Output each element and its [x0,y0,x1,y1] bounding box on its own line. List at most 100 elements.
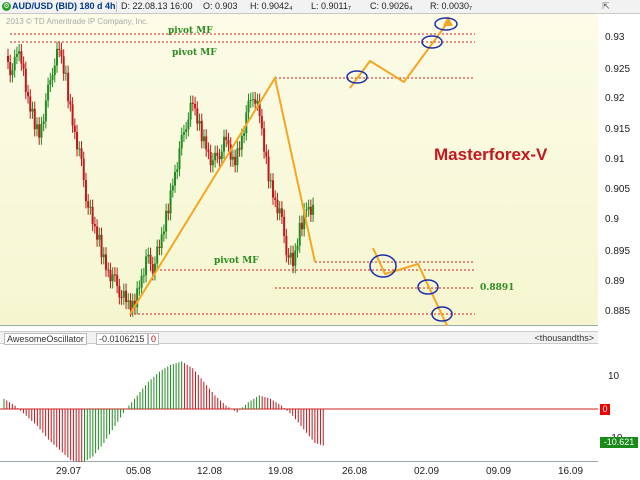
candle-body [289,252,292,258]
indicator-name[interactable]: AwesomeOscillator [4,333,87,345]
candle-body [122,290,125,298]
candle-body [296,245,299,251]
price-chart[interactable] [0,14,598,336]
candle-body [305,209,308,211]
price-tick: 0.89 [605,276,625,287]
indicator-zero: 0 [148,333,160,345]
candle-body [171,185,174,191]
candle-body [91,206,94,224]
candle-body [251,99,254,101]
candle-body [73,125,76,132]
target-circle [346,70,368,84]
candle-body [96,226,99,240]
candle-body [247,100,250,113]
price-axis[interactable]: 0.93 0.925 0.92 0.915 0.91 0.905 0.9 0.8… [598,14,640,326]
candle-body [133,300,136,308]
candle-body [196,108,199,124]
candle-body [292,252,295,266]
time-tick: 12.08 [197,466,223,477]
symbol-label[interactable]: AUD/USD (BID) 180 d 4h [12,1,116,11]
candle-body [298,222,301,246]
candle-body [11,70,14,76]
candle-body [169,190,172,214]
candle-body [220,151,223,160]
time-axis[interactable]: 29.07 05.08 12.08 19.08 26.08 02.09 09.0… [0,462,640,480]
candle-body [309,206,312,215]
price-chart-canvas [7,16,475,336]
candle-body [62,56,65,74]
candle-body [53,65,56,76]
candle-body [147,254,150,257]
candle-body [278,208,281,214]
candle-body [20,51,23,64]
candle-body [191,102,194,104]
candle-body [151,264,154,274]
candle-body [272,180,275,198]
candle-body [44,100,47,122]
candle-body [18,51,21,54]
candle-body [231,156,234,160]
candle-body [158,246,161,248]
candle-body [205,136,208,150]
candle-body [207,149,210,152]
price-tick: 0.895 [605,246,631,257]
candle-body [125,290,128,302]
candle-body [120,297,123,299]
candle-body [38,124,41,138]
candle-body [84,180,87,202]
candle-body [243,133,246,136]
price-tick: 0.925 [605,64,631,75]
candle-body [160,234,163,248]
candle-body [42,121,45,124]
price-tick: 0.92 [605,93,625,104]
candle-body [162,231,165,235]
close-readout: C: 0.9026₄ [370,1,413,11]
time-tick: 09.09 [486,466,512,477]
candle-body [234,156,237,166]
candle-body [178,148,181,170]
candle-body [276,200,279,214]
zero-badge: 0 [600,404,610,415]
price-tick: 0.905 [605,184,631,195]
candle-body [260,116,263,129]
pin-icon[interactable]: ⇱ [602,1,610,11]
candle-body [24,68,27,92]
oscillator-pane[interactable] [0,345,598,464]
price-tick: 0.915 [605,124,631,135]
pivot-label-1: pivot MF [168,26,213,36]
candle-body [55,48,58,66]
candle-body [89,206,92,208]
candle-body [185,129,188,132]
settings-icon[interactable]: ⚙ [2,2,11,11]
candle-body [93,224,96,227]
candle-body [283,216,286,236]
price-tick: 0.91 [605,154,625,165]
target-circle [417,279,439,295]
candle-body [15,54,18,57]
candle-body [303,210,306,230]
candle-body [129,300,132,310]
price-level-label: 0.8891 [480,283,515,293]
candle-body [7,56,9,62]
candle-body [102,254,105,258]
candle-body [214,152,217,161]
target-circle [431,306,453,322]
candle-body [145,256,148,276]
candle-body [27,92,30,97]
candle-body [254,99,257,104]
candle-body [258,100,261,116]
candle-body [198,120,201,124]
date-readout: D: 22.08.13 16:00 [121,1,193,11]
candle-body [98,234,101,240]
projection-down-line [372,247,452,335]
candle-body [200,120,203,142]
candle-body [111,274,114,282]
candle-body [47,84,50,101]
copyright-text: 2013 © TD Ameritrade IP Company, Inc. [6,17,149,26]
candle-body [87,201,90,208]
indicator-header: AwesomeOscillator -0.0106215 0 <thousand… [0,331,598,345]
candle-body [49,80,52,85]
candle-body [58,48,61,50]
candle-body [136,288,139,308]
candle-body [245,112,248,134]
